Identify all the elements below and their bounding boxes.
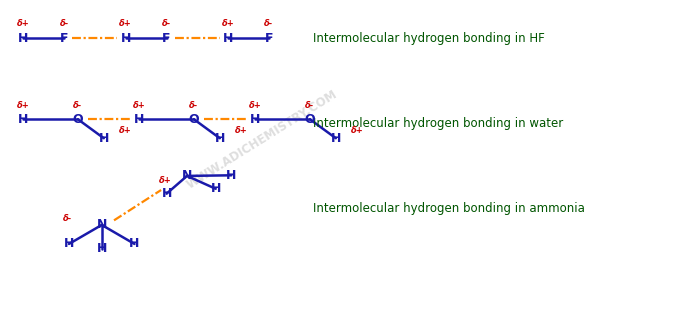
Text: F: F: [265, 32, 273, 45]
Text: H: H: [129, 237, 140, 251]
Text: δ+: δ+: [17, 19, 30, 28]
Text: Intermolecular hydrogen bonding in water: Intermolecular hydrogen bonding in water: [313, 117, 563, 130]
Text: H: H: [250, 113, 261, 126]
Text: δ-: δ-: [162, 19, 171, 28]
Text: δ+: δ+: [159, 176, 171, 185]
Text: H: H: [134, 113, 144, 126]
Text: F: F: [60, 32, 68, 45]
Text: H: H: [215, 132, 225, 145]
Text: δ+: δ+: [249, 101, 261, 110]
Text: H: H: [331, 132, 341, 145]
Text: F: F: [162, 32, 171, 45]
Text: δ+: δ+: [222, 19, 235, 28]
Text: δ+: δ+: [235, 126, 248, 135]
Text: H: H: [223, 32, 233, 45]
Text: δ+: δ+: [352, 126, 364, 135]
Text: H: H: [226, 169, 237, 182]
Text: Intermolecular hydrogen bonding in HF: Intermolecular hydrogen bonding in HF: [313, 32, 545, 45]
Text: δ+: δ+: [119, 19, 132, 28]
Text: H: H: [18, 113, 28, 126]
Text: δ+: δ+: [133, 101, 146, 110]
Text: δ-: δ-: [189, 101, 198, 110]
Text: δ+: δ+: [17, 101, 30, 110]
Text: O: O: [72, 113, 83, 126]
Text: H: H: [98, 132, 109, 145]
Text: δ-: δ-: [264, 19, 274, 28]
Text: δ-: δ-: [63, 214, 72, 223]
Text: O: O: [305, 113, 315, 126]
Text: δ-: δ-: [73, 101, 83, 110]
Text: H: H: [18, 32, 28, 45]
Text: Intermolecular hydrogen bonding in ammonia: Intermolecular hydrogen bonding in ammon…: [313, 202, 585, 215]
Text: H: H: [211, 182, 221, 195]
Text: δ+: δ+: [119, 126, 132, 135]
Text: WWW.ADICHEMISTRY.COM: WWW.ADICHEMISTRY.COM: [184, 87, 340, 191]
Text: H: H: [64, 237, 74, 251]
Text: H: H: [96, 242, 107, 255]
Text: H: H: [120, 32, 131, 45]
Text: N: N: [96, 218, 107, 232]
Text: N: N: [182, 169, 192, 183]
Text: H: H: [162, 187, 172, 200]
Text: δ-: δ-: [60, 19, 69, 28]
Text: δ-: δ-: [305, 101, 314, 110]
Text: O: O: [189, 113, 199, 126]
